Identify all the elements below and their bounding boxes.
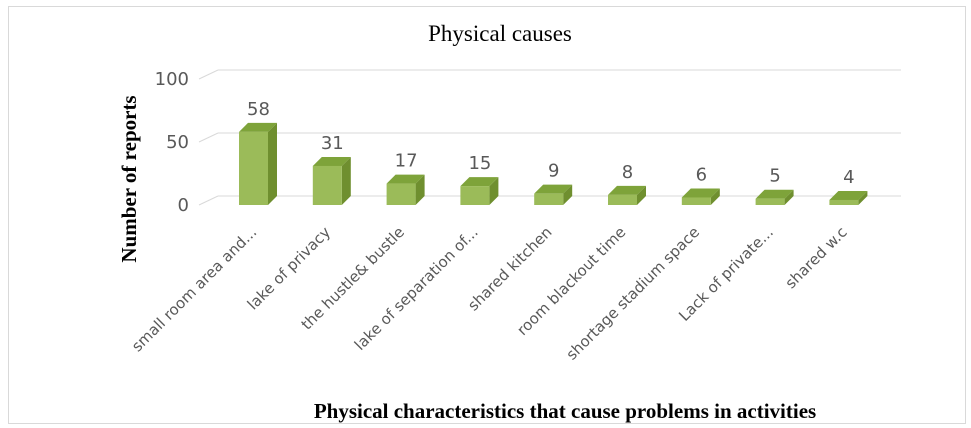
bar-side (563, 184, 573, 205)
bar (534, 193, 564, 205)
chart-frame: 0 50 100 58 31 17 15 9 8 6 5 4 small room area and… (8, 6, 966, 424)
bar-top (681, 188, 720, 198)
bar (386, 183, 416, 205)
bar (312, 165, 342, 205)
x-axis-categories: small room area and...lake of privacythe… (128, 223, 851, 364)
category-label: shared w.c (782, 223, 851, 292)
bar-side (341, 156, 351, 205)
data-label: 15 (468, 153, 491, 174)
bar-top (608, 185, 646, 195)
gridline-depth (198, 69, 219, 80)
bar (755, 198, 785, 205)
data-label: 17 (395, 151, 418, 172)
bar-top (460, 177, 499, 187)
bar-chart: 0 50 100 58 31 17 15 9 8 6 5 4 small room area and… (117, 21, 901, 423)
bar-top (755, 189, 794, 199)
data-label: 58 (247, 99, 270, 120)
category-label: shortage stadium space (563, 223, 704, 364)
bar-side (415, 174, 425, 205)
category-label: small room area and... (128, 223, 260, 355)
y-tick-label: 50 (166, 132, 189, 153)
data-label: 9 (548, 161, 559, 182)
bar-side (268, 122, 277, 205)
bar-side (784, 189, 794, 205)
bar-side (489, 177, 499, 205)
y-axis-ticks: 0 50 100 (155, 69, 189, 216)
y-tick-label: 0 (178, 195, 189, 216)
bar (239, 131, 268, 205)
category-label: lake of separation of... (351, 223, 482, 354)
bar-side (710, 188, 720, 205)
data-label: 31 (321, 133, 344, 154)
x-axis-label: Physical characteristics that cause prob… (314, 399, 816, 423)
bar (681, 197, 711, 205)
data-label: 4 (843, 167, 854, 188)
y-axis-label: Number of reports (117, 95, 141, 262)
bar (460, 186, 490, 205)
y-tick-label: 100 (155, 69, 189, 90)
bar (608, 194, 637, 205)
data-label: 5 (769, 166, 780, 187)
data-labels: 58 31 17 15 9 8 6 5 4 (247, 99, 855, 188)
bar-side (637, 185, 646, 205)
bar-top (312, 156, 351, 166)
bar (829, 199, 859, 205)
bar-top (386, 174, 425, 184)
bar-top (534, 184, 573, 194)
gridline-depth (198, 132, 219, 143)
gridline-depth (198, 195, 219, 206)
bar-side (858, 190, 868, 205)
bars (239, 122, 868, 205)
bar-top (239, 122, 277, 132)
data-label: 6 (696, 164, 707, 185)
chart-title: Physical causes (428, 21, 572, 46)
bar-top (829, 190, 868, 200)
data-label: 8 (622, 162, 633, 183)
